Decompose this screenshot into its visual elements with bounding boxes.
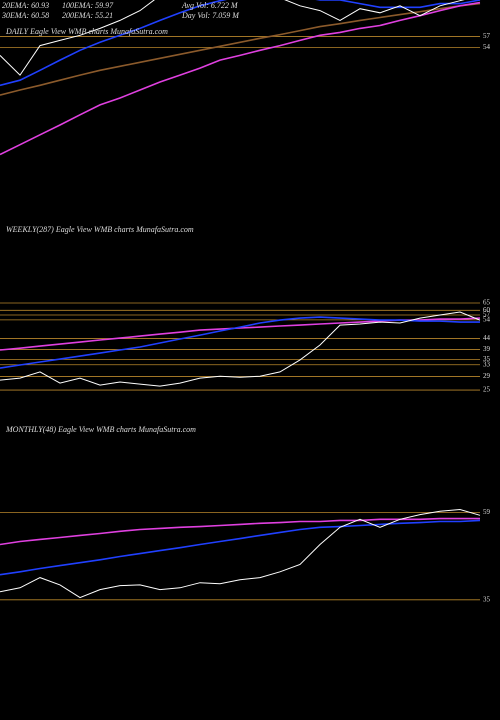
series-line — [0, 0, 465, 76]
annotation: 30EMA: 60.58 — [1, 11, 49, 20]
y-tick-label: 60 — [483, 306, 491, 314]
y-tick-label: 44 — [483, 334, 491, 342]
panel — [0, 508, 481, 601]
y-tick-label: 25 — [483, 386, 491, 394]
panel-title: MONTHLY(48) Eagle View WMB charts Munafa… — [5, 425, 196, 434]
panel-title: WEEKLY(287) Eagle View WMB charts Munafa… — [6, 225, 194, 234]
annotation: Avg Vol: 6.722 M — [181, 1, 239, 10]
panel-title: DAILY Eagle View WMB charts MunafaSutra.… — [5, 27, 168, 36]
annotation: Day Vol: 7.059 M — [181, 11, 240, 20]
panel — [0, 0, 481, 156]
annotation: 100EMA: 59.97 — [62, 1, 114, 10]
series-line — [0, 2, 481, 96]
y-tick-label: 65 — [483, 299, 491, 307]
annotation: 20EMA: 60.93 — [2, 1, 49, 10]
y-tick-label: 59 — [483, 508, 491, 516]
y-tick-label: 33 — [483, 360, 491, 368]
y-tick-label: 54 — [483, 43, 491, 51]
panel — [0, 302, 481, 391]
y-tick-label: 29 — [483, 372, 491, 380]
annotation: 200EMA: 55.21 — [62, 11, 113, 20]
series-line — [0, 1, 481, 156]
y-tick-label: 35 — [483, 595, 491, 603]
series-line — [0, 519, 481, 576]
y-tick-label: 57 — [483, 311, 491, 319]
series-line — [0, 316, 480, 369]
series-line — [0, 508, 481, 599]
series-line — [0, 317, 481, 351]
y-tick-label: 35 — [483, 355, 491, 363]
y-tick-label: 39 — [483, 345, 491, 353]
series-line — [0, 0, 481, 87]
y-tick-label: 57 — [483, 32, 491, 40]
series-line — [0, 311, 481, 387]
y-tick-label: 54 — [483, 316, 491, 324]
